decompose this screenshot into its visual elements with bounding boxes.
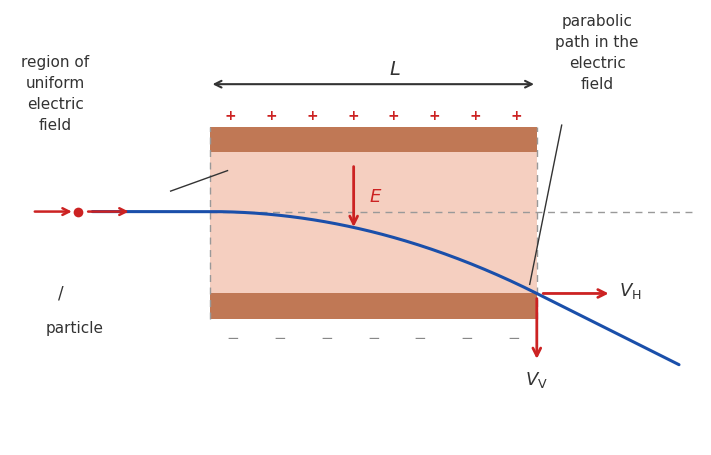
Text: +: + (510, 109, 522, 123)
Text: −: − (507, 332, 520, 346)
Text: $V_\mathrm{V}$: $V_\mathrm{V}$ (525, 370, 548, 390)
Text: particle: particle (46, 321, 104, 336)
Text: −: − (460, 332, 473, 346)
Text: −: − (227, 332, 240, 346)
Bar (210, 152, 537, 293)
Bar (210, 293, 537, 318)
Text: +: + (347, 109, 358, 123)
Text: L: L (389, 60, 400, 79)
Text: parabolic
path in the
electric
field: parabolic path in the electric field (555, 14, 639, 91)
Text: $V_\mathrm{H}$: $V_\mathrm{H}$ (619, 281, 641, 301)
Bar (210, 127, 537, 152)
Text: −: − (274, 332, 287, 346)
Text: E: E (369, 188, 380, 206)
Text: +: + (470, 109, 481, 123)
Text: −: − (320, 332, 333, 346)
Text: −: − (414, 332, 427, 346)
Text: region of
uniform
electric
field: region of uniform electric field (21, 55, 90, 132)
Text: +: + (429, 109, 440, 123)
Text: −: − (367, 332, 380, 346)
Text: +: + (388, 109, 400, 123)
Text: +: + (306, 109, 318, 123)
Text: +: + (225, 109, 236, 123)
Text: /: / (58, 284, 63, 303)
Text: +: + (265, 109, 277, 123)
